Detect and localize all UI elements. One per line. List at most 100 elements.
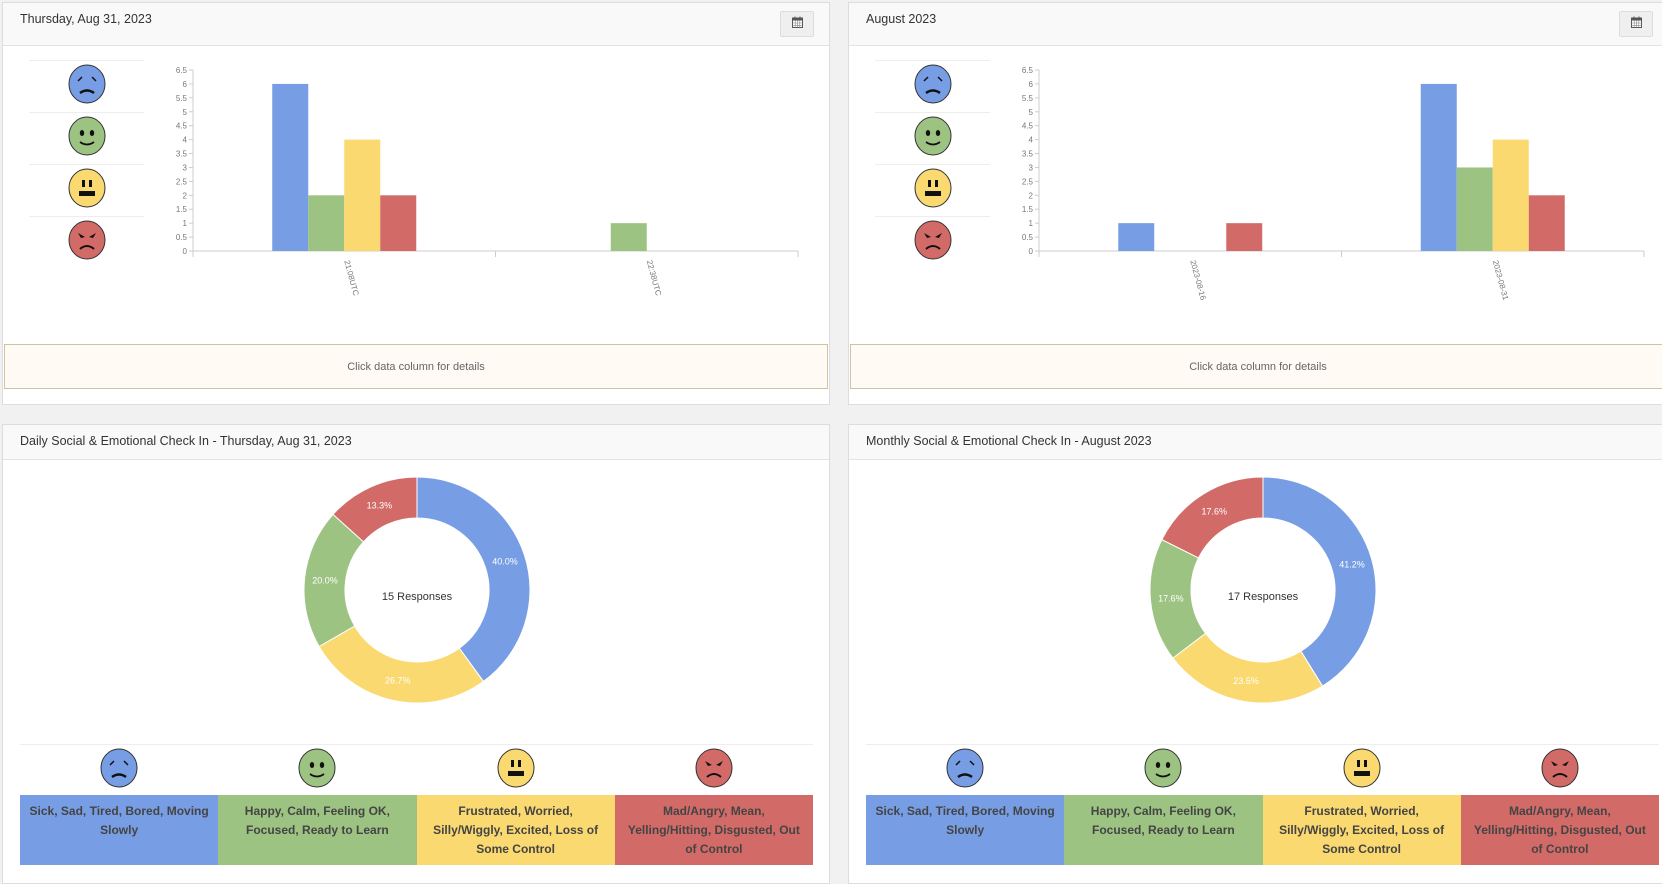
y-tick-label: 0.5: [1022, 233, 1034, 242]
y-tick-label: 0: [1029, 247, 1034, 256]
panel-title: Daily Social & Emotional Check In - Thur…: [20, 434, 352, 448]
angry-face-icon: [695, 748, 733, 793]
y-tick-label: 6: [1029, 80, 1034, 89]
calendar-icon: [791, 15, 803, 33]
y-tick-label: 2.5: [176, 177, 188, 186]
panel-header: Thursday, Aug 31, 2023: [3, 3, 829, 46]
x-tick-label: 2023-08-16: [1188, 259, 1207, 301]
monthly-pie-panel: Monthly Social & Emotional Check In - Au…: [848, 424, 1662, 884]
mood-face-cell: [875, 164, 990, 216]
y-tick-label: 4.5: [176, 122, 188, 131]
details-info-box: Click data column for details: [850, 344, 1662, 389]
donut-slice[interactable]: [1161, 476, 1264, 559]
calendar-button[interactable]: [780, 11, 814, 37]
x-tick-label: 2023-08-31: [1491, 259, 1510, 301]
bar[interactable]: [1118, 223, 1155, 251]
y-tick-label: 3: [1029, 163, 1034, 172]
donut-slice[interactable]: [1262, 476, 1377, 687]
panel-title: Thursday, Aug 31, 2023: [20, 12, 152, 26]
bar[interactable]: [1492, 139, 1529, 251]
y-tick-label: 1.5: [176, 205, 188, 214]
panel-title: August 2023: [866, 12, 937, 26]
slice-label: 17.6%: [1202, 506, 1228, 516]
slice-label: 40.0%: [492, 556, 518, 566]
sad-face-icon: [946, 748, 984, 793]
y-tick-label: 5: [1029, 108, 1034, 117]
angry-face-icon: [914, 220, 952, 265]
mood-face-cell: [29, 216, 144, 268]
mood-face-list: [875, 60, 990, 268]
slice-label: 17.6%: [1158, 594, 1184, 604]
mood-face-cell: [875, 60, 990, 112]
donut-slice[interactable]: [1172, 632, 1324, 704]
legend-label: Mad/Angry, Mean, Yelling/Hitting, Disgus…: [1460, 795, 1659, 865]
legend-label: Sick, Sad, Tired, Bored, Moving Slowly: [20, 795, 219, 865]
calendar-button[interactable]: [1619, 11, 1653, 37]
legend-face: [20, 745, 218, 795]
slice-label: 41.2%: [1339, 560, 1365, 570]
bar[interactable]: [272, 83, 309, 251]
bar-chart[interactable]: 0 0.5 1 1.5 2 2.5 3 3.5 4 4.5 5 5.5 6 6.5 21:08UTC 22:3…: [158, 58, 808, 318]
donut-slice[interactable]: [332, 476, 418, 543]
sad-face-icon: [68, 64, 106, 109]
daily-pie-panel: Daily Social & Emotional Check In - Thur…: [2, 424, 830, 884]
panel-header: Daily Social & Emotional Check In - Thur…: [3, 425, 829, 460]
calendar-icon: [1630, 15, 1642, 33]
legend-label: Happy, Calm, Feeling OK, Focused, Ready …: [218, 795, 417, 865]
mood-face-list: [29, 60, 144, 268]
bar-chart[interactable]: 0 0.5 1 1.5 2 2.5 3 3.5 4 4.5 5 5.5 6 6.5 2023-08-16 20…: [1004, 58, 1654, 318]
angry-face-icon: [68, 220, 106, 265]
slice-label: 13.3%: [367, 500, 393, 510]
monthly-bar-panel: August 2023 0 0.5 1 1.5 2 2.5 3 3.5 4 4.5 5 5.5 6 6.5…: [848, 2, 1662, 405]
x-tick-label: 21:08UTC: [342, 259, 360, 297]
y-tick-label: 0: [183, 247, 188, 256]
y-tick-label: 5.5: [176, 94, 188, 103]
mood-face-cell: [875, 112, 990, 164]
legend-face: [866, 745, 1064, 795]
y-tick-label: 0.5: [176, 233, 188, 242]
bar[interactable]: [1456, 167, 1493, 251]
y-tick-label: 6: [183, 80, 188, 89]
y-tick-label: 3.5: [176, 150, 188, 159]
y-tick-label: 4: [1029, 136, 1034, 145]
y-tick-label: 1.5: [1022, 205, 1034, 214]
frustrated-face-icon: [497, 748, 535, 793]
bar[interactable]: [308, 195, 345, 251]
angry-face-icon: [1541, 748, 1579, 793]
y-tick-label: 1: [1029, 219, 1034, 228]
daily-bar-panel: Thursday, Aug 31, 2023 0 0.5 1 1.5 2 2.5 3 3.5 4…: [2, 2, 830, 405]
legend-face: [1461, 745, 1659, 795]
legend-face: [417, 745, 615, 795]
bar[interactable]: [1226, 223, 1263, 251]
donut-chart[interactable]: 41.2% 23.5% 17.6% 17.6%: [1143, 470, 1383, 710]
donut-slice[interactable]: [416, 476, 531, 683]
bar[interactable]: [610, 223, 647, 251]
frustrated-face-icon: [68, 168, 106, 213]
legend-label: Frustrated, Worried, Silly/Wiggly, Excit…: [1262, 795, 1461, 865]
y-tick-label: 5.5: [1022, 94, 1034, 103]
responses-count: 15 Responses: [381, 591, 453, 603]
sad-face-icon: [100, 748, 138, 793]
donut-slice[interactable]: [318, 625, 485, 704]
mood-face-cell: [29, 164, 144, 216]
mood-legend: Sick, Sad, Tired, Bored, Moving Slowly Ha…: [20, 744, 813, 865]
bar[interactable]: [1528, 195, 1565, 251]
bar[interactable]: [1420, 83, 1457, 251]
y-tick-label: 3.5: [1022, 150, 1034, 159]
legend-face: [218, 745, 416, 795]
bar[interactable]: [380, 195, 417, 251]
x-tick-label: 22:38UTC: [645, 259, 663, 297]
mood-face-cell: [29, 60, 144, 112]
y-tick-label: 2: [1029, 191, 1034, 200]
y-tick-label: 5: [183, 108, 188, 117]
mood-face-cell: [29, 112, 144, 164]
happy-face-icon: [1144, 748, 1182, 793]
legend-label: Mad/Angry, Mean, Yelling/Hitting, Disgus…: [614, 795, 813, 865]
responses-count: 17 Responses: [1227, 591, 1299, 603]
bar[interactable]: [344, 139, 381, 251]
legend-label: Frustrated, Worried, Silly/Wiggly, Excit…: [416, 795, 615, 865]
donut-chart[interactable]: 40.0% 26.7% 20.0% 13.3%: [297, 470, 537, 710]
mood-legend: Sick, Sad, Tired, Bored, Moving Slowly Ha…: [866, 744, 1659, 865]
y-tick-label: 6.5: [1022, 66, 1034, 75]
panel-header: Monthly Social & Emotional Check In - Au…: [849, 425, 1662, 460]
